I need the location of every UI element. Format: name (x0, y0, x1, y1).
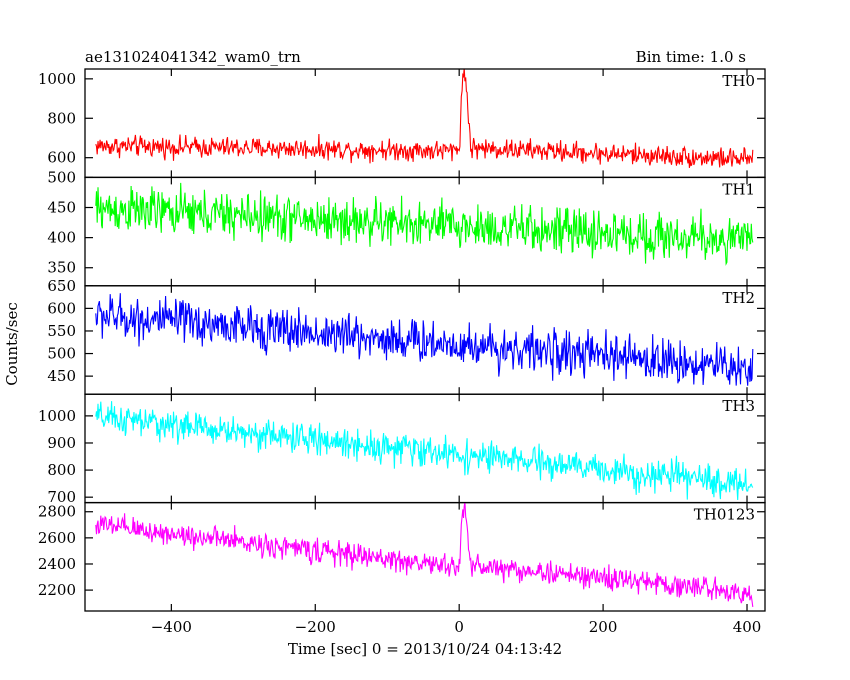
series-line-th1 (95, 182, 754, 266)
panel-label: TH0 (722, 72, 755, 90)
x-tick-label: −200 (295, 618, 336, 636)
y-tick-label: 2800 (38, 503, 76, 521)
y-tick-label: 2400 (38, 555, 76, 573)
y-tick-label: 1000 (38, 70, 76, 88)
panel-th0: 600 800 1000 TH0 (38, 68, 766, 179)
series-line-th2 (95, 293, 754, 386)
y-tick-label: 400 (47, 229, 76, 247)
x-tick-label: 0 (454, 618, 464, 636)
series-line-th0 (95, 69, 754, 168)
y-axis-label: Counts/sec (3, 302, 21, 386)
panel-th1: 350 400 450 500 TH1 (47, 168, 766, 287)
panel-th0123: 2200 2400 2600 2800 TH0123 (38, 501, 766, 612)
y-tick-label: 2200 (38, 581, 76, 599)
x-tick-label: 200 (589, 618, 618, 636)
y-tick-label: 1000 (38, 407, 76, 425)
y-tick-label: 550 (47, 322, 76, 340)
y-tick-label: 450 (47, 367, 76, 385)
panel-th2: 450 500 550 600 650 TH2 (47, 277, 766, 395)
y-tick-label: 500 (47, 345, 76, 363)
panel-th3: 700 800 900 1000 TH3 (38, 393, 766, 506)
x-axis-label: Time [sec] 0 = 2013/10/24 04:13:42 (288, 640, 562, 658)
y-tick-label: 450 (47, 199, 76, 217)
panel-frame (84, 501, 766, 612)
panel-frame (84, 393, 766, 504)
panel-label: TH3 (722, 397, 755, 415)
panel-label: TH0123 (694, 506, 755, 524)
y-tick-label: 600 (47, 149, 76, 167)
y-tick-label: 600 (47, 299, 76, 317)
y-tick-label: 350 (47, 259, 76, 277)
y-tick-label: 2600 (38, 529, 76, 547)
panel-frame (84, 68, 766, 179)
y-tick-label: 900 (47, 434, 76, 452)
y-tick-label: 500 (47, 168, 76, 186)
y-tick-label: 650 (47, 277, 76, 295)
series-line-th0123 (95, 502, 754, 607)
panel-label: TH2 (722, 289, 755, 307)
y-tick-label: 800 (47, 109, 76, 127)
x-tick-label: −400 (151, 618, 192, 636)
series-line-th3 (95, 401, 754, 501)
panel-label: TH1 (722, 180, 755, 198)
y-tick-label: 800 (47, 461, 76, 479)
bin-time-label: Bin time: 1.0 s (636, 48, 746, 66)
y-tick-label: 700 (47, 488, 76, 506)
x-tick-label: 400 (733, 618, 762, 636)
observation-id: ae131024041342_wam0_trn (85, 48, 301, 66)
